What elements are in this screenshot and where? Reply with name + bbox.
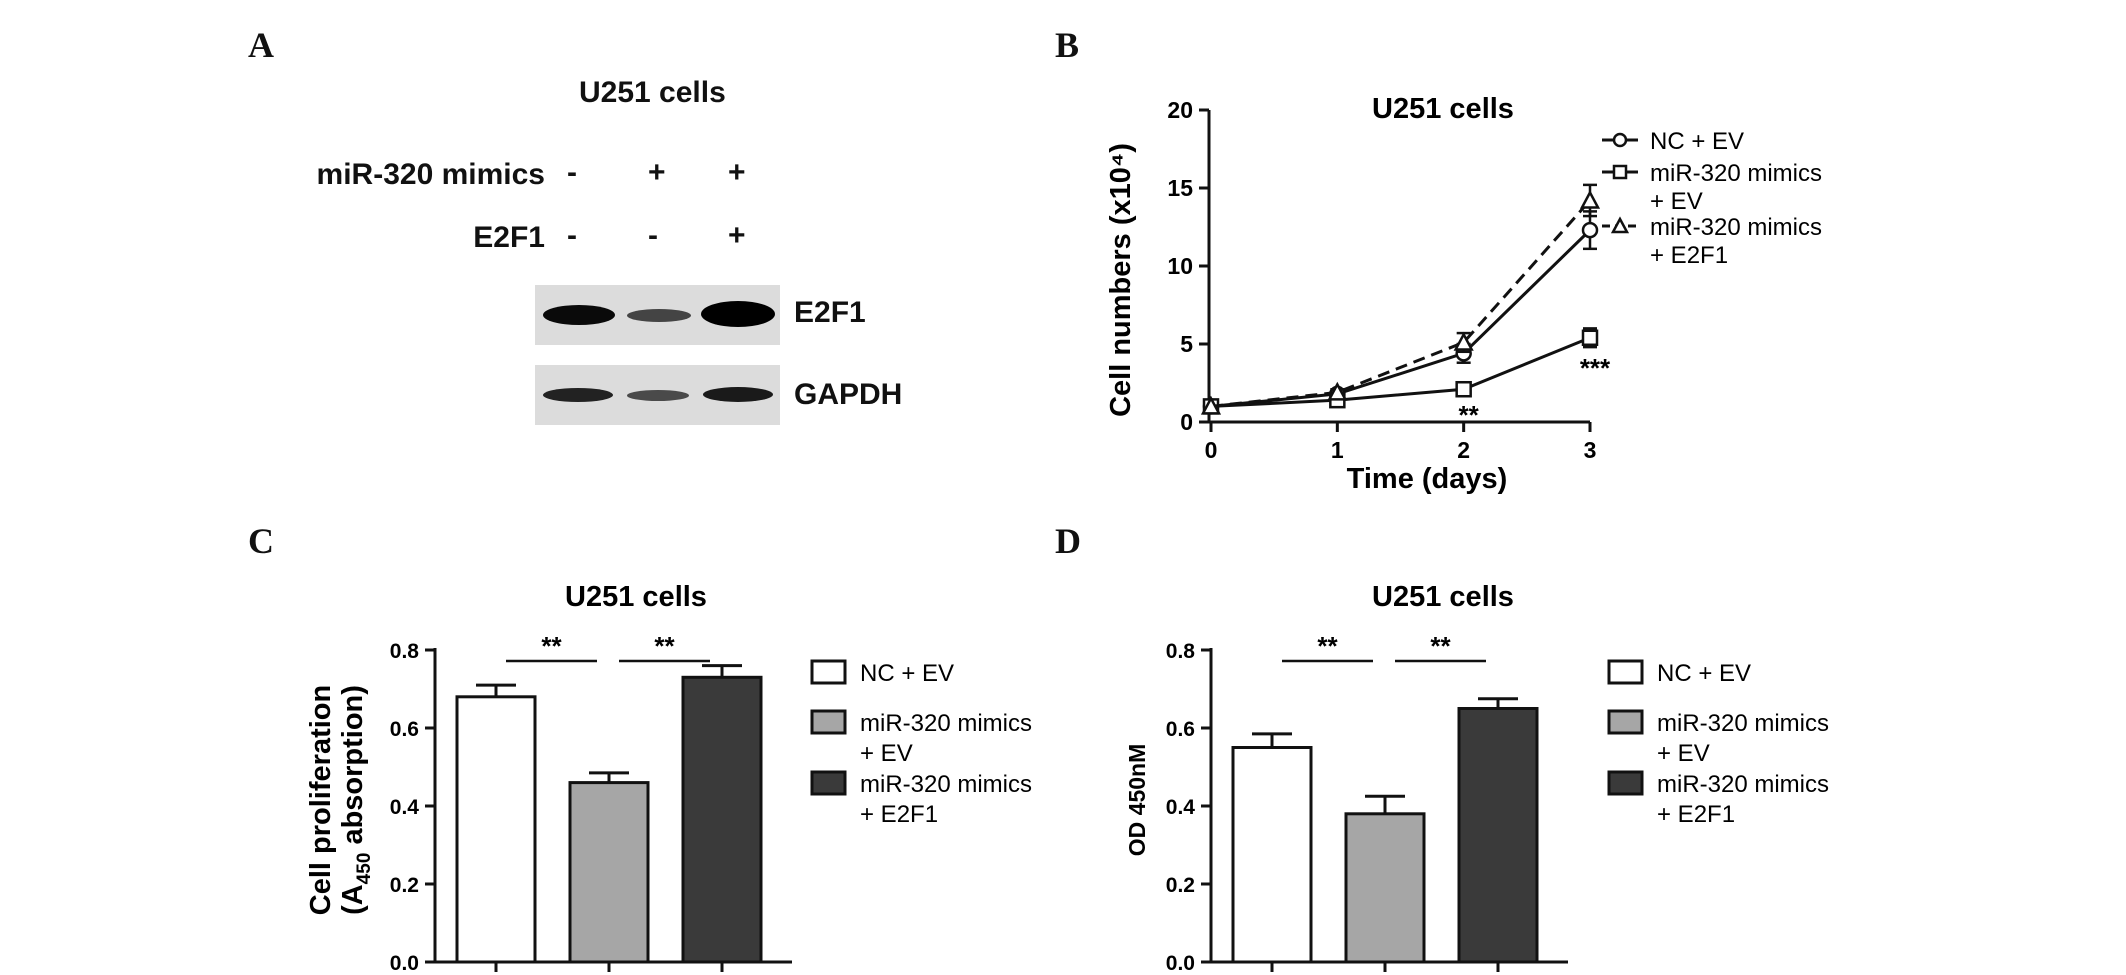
y-axis-label-line2: (A450 absorption) [337,685,375,915]
chart-title: U251 cells [565,581,707,613]
data-point [1200,395,1222,415]
significance-label: ** [1317,631,1338,661]
legend-label: NC + EV [1650,128,1744,155]
chart-title: U251 cells [1372,93,1514,125]
significance-label: ** [1459,400,1480,430]
blot-sign: - [567,219,577,252]
legend-swatch [810,709,847,735]
band-label-e2f1: E2F1 [794,296,866,329]
legend-swatch [810,659,847,685]
legend-swatch [1607,659,1644,685]
legend-label: + E2F1 [1650,242,1728,269]
y-axis-label: OD 450nM [1124,744,1150,856]
blot-sign: + [728,219,746,252]
bar [1457,707,1539,964]
blot-sign: + [648,156,666,189]
y-axis-label-line1: Cell proliferation [305,685,337,915]
blot-band [701,301,775,327]
data-point [1581,221,1599,239]
y-tick-label: 0.4 [1166,796,1196,819]
panel-label-a: A [248,25,274,65]
legend-label: + EV [1657,740,1710,767]
bar [568,781,650,964]
bar [1231,746,1313,964]
legend-label: miR-320 mimics [1650,160,1822,187]
x-tick-label: 3 [1584,437,1597,463]
y-tick-label: 0.8 [390,640,420,663]
blot-title: U251 cells [579,76,726,109]
significance-label: ** [1430,631,1451,661]
data-point [1327,381,1348,401]
series-line [1210,199,1592,408]
y-tick-label: 0.8 [1166,640,1196,663]
y-tick-label: 0.0 [390,952,419,975]
blot-row-label-mimics: miR-320 mimics [316,158,545,191]
blot-strip-e2f1 [535,285,780,345]
data-point [1455,380,1472,398]
x-tick-label: 0 [1205,437,1218,463]
significance-label: ** [541,631,562,661]
bar [455,695,537,964]
blot-sign: + [728,156,746,189]
legend-label: miR-320 mimics [860,771,1032,798]
legend-label: miR-320 mimics [1650,214,1822,241]
blot-band [703,387,773,402]
y-tick-label: 0.0 [1166,952,1195,975]
chart-title: U251 cells [1372,581,1514,613]
panel-label-b: B [1055,25,1080,65]
legend-label: + EV [1650,188,1703,215]
x-tick-label: 2 [1457,437,1470,463]
band-label-gapdh: GAPDH [794,378,903,411]
legend-label: miR-320 mimics [1657,710,1829,737]
y-tick-label: 15 [1167,175,1193,201]
y-axis-label: Cell numbers (x10⁴) [1105,143,1137,417]
y-tick-label: 0.2 [390,874,419,897]
legend-label: miR-320 mimics [860,710,1032,737]
blot-band [627,309,691,322]
y-tick-label: 10 [1167,253,1193,279]
y-tick-label: 0.6 [1166,718,1195,741]
y-tick-label: 0.2 [1166,874,1195,897]
y-tick-label: 0.4 [390,796,420,819]
x-axis-label: Time (days) [1347,463,1508,495]
y-tick-label: 0.6 [390,718,419,741]
data-point [1581,329,1599,347]
legend-swatch [1607,770,1644,796]
y-tick-label: 20 [1167,97,1193,123]
legend-label: NC + EV [860,660,954,687]
legend-swatch [1607,709,1644,735]
data-point [1579,189,1601,209]
legend-swatch [810,770,847,796]
legend-label: NC + EV [1657,660,1751,687]
legend-label: + E2F1 [860,801,938,828]
blot-strip-gapdh [535,365,780,425]
panel-label-c: C [248,521,274,561]
y-tick-label: 5 [1180,331,1193,357]
data-point [1612,132,1628,148]
blot-band [543,305,615,325]
series-line [1210,336,1591,408]
x-tick-label: 1 [1331,437,1344,463]
blot-sign: - [567,156,577,189]
blot-row-label-e2f1: E2F1 [473,221,545,254]
data-point [1453,331,1474,351]
data-point [1610,216,1630,234]
panel-label-d: D [1055,521,1081,561]
significance-label: *** [1580,353,1611,383]
legend-label: + E2F1 [1657,801,1735,828]
blot-sign: - [648,219,658,252]
bar [1344,812,1426,964]
blot-band [627,390,689,401]
legend-label: + EV [860,740,913,767]
y-tick-label: 0 [1180,409,1193,435]
data-point [1612,164,1628,180]
blot-band [543,388,613,402]
legend-label: miR-320 mimics [1657,771,1829,798]
significance-label: ** [654,631,675,661]
